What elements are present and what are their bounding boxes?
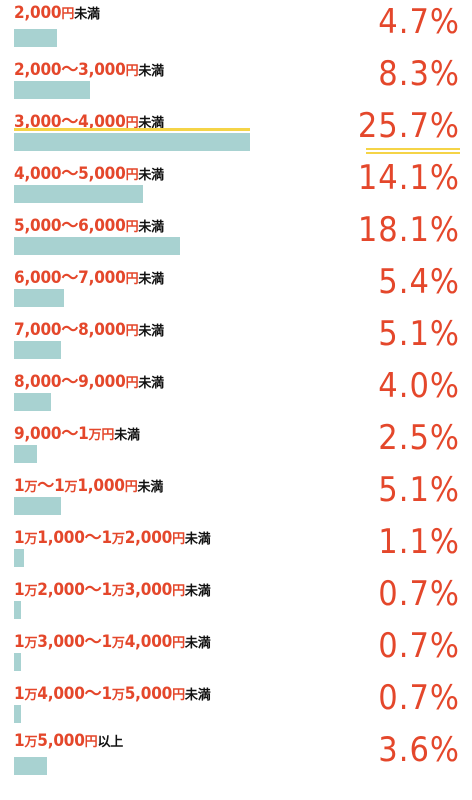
value-label: 1.1% <box>378 522 460 562</box>
value-label: 25.7% <box>357 106 460 146</box>
category-label: 1万1,000～1万2,000円未満 <box>14 528 211 548</box>
bar-row: 1万5,000円以上 3.6% <box>0 728 472 780</box>
category-label: 1万4,000～1万5,000円未満 <box>14 684 211 704</box>
bar-row: 1万3,000～1万4,000円未満 0.7% <box>0 624 472 676</box>
bar <box>14 705 21 723</box>
category-label: 9,000～1万円未満 <box>14 424 140 444</box>
bar-row: 1万1,000～1万2,000円未満 1.1% <box>0 520 472 572</box>
value-label: 5.4% <box>378 262 460 302</box>
category-label: 4,000～5,000円未満 <box>14 164 164 184</box>
value-label: 4.0% <box>378 366 460 406</box>
bar <box>14 185 144 203</box>
bar <box>14 133 250 151</box>
bar <box>14 393 51 411</box>
category-label: 6,000～7,000円未満 <box>14 268 164 288</box>
bar-row: 3,000～4,000円未満 25.7% <box>0 104 472 156</box>
value-label: 0.7% <box>378 626 460 666</box>
value-label: 5.1% <box>378 314 460 354</box>
bar <box>14 81 91 99</box>
category-label: 1万5,000円以上 <box>14 731 124 751</box>
bar <box>14 237 181 255</box>
category-label: 5,000～6,000円未満 <box>14 216 164 236</box>
bar <box>14 497 61 515</box>
category-label: 1万2,000～1万3,000円未満 <box>14 580 211 600</box>
category-label: 2,000円未満 <box>14 3 100 23</box>
bar <box>14 341 61 359</box>
value-underline <box>366 148 460 154</box>
category-label: 8,000～9,000円未満 <box>14 372 164 392</box>
bar <box>14 549 25 567</box>
highlight-line <box>14 128 250 131</box>
bar-row: 1万2,000～1万3,000円未満 0.7% <box>0 572 472 624</box>
value-label: 5.1% <box>378 470 460 510</box>
bar-row: 7,000～8,000円未満 5.1% <box>0 312 472 364</box>
category-label: 2,000～3,000円未満 <box>14 60 164 80</box>
bar-row: 8,000～9,000円未満 4.0% <box>0 364 472 416</box>
category-label: 7,000～8,000円未満 <box>14 320 164 340</box>
bar-row: 6,000～7,000円未満 5.4% <box>0 260 472 312</box>
value-label: 0.7% <box>378 678 460 718</box>
bar <box>14 445 37 463</box>
bar-row: 1万～1万1,000円未満 5.1% <box>0 468 472 520</box>
bar-row: 4,000～5,000円未満 14.1% <box>0 156 472 208</box>
value-label: 2.5% <box>378 418 460 458</box>
value-label: 4.7% <box>378 2 460 42</box>
bar-row: 1万4,000～1万5,000円未満 0.7% <box>0 676 472 728</box>
bar <box>14 29 58 47</box>
bar-row: 2,000～3,000円未満 8.3% <box>0 52 472 104</box>
bar-row: 2,000円未満 4.7% <box>0 0 472 52</box>
value-label: 3.6% <box>378 730 460 770</box>
value-label: 18.1% <box>357 210 460 250</box>
bar <box>14 653 21 671</box>
bar-row: 5,000～6,000円未満 18.1% <box>0 208 472 260</box>
value-label: 8.3% <box>378 54 460 94</box>
bar-row: 9,000～1万円未満 2.5% <box>0 416 472 468</box>
bar <box>14 601 21 619</box>
value-label: 14.1% <box>357 158 460 198</box>
value-label: 0.7% <box>378 574 460 614</box>
category-label: 1万3,000～1万4,000円未満 <box>14 632 211 652</box>
category-label: 1万～1万1,000円未満 <box>14 476 164 496</box>
bar <box>14 757 48 775</box>
category-label: 3,000～4,000円未満 <box>14 112 164 132</box>
bar <box>14 289 64 307</box>
